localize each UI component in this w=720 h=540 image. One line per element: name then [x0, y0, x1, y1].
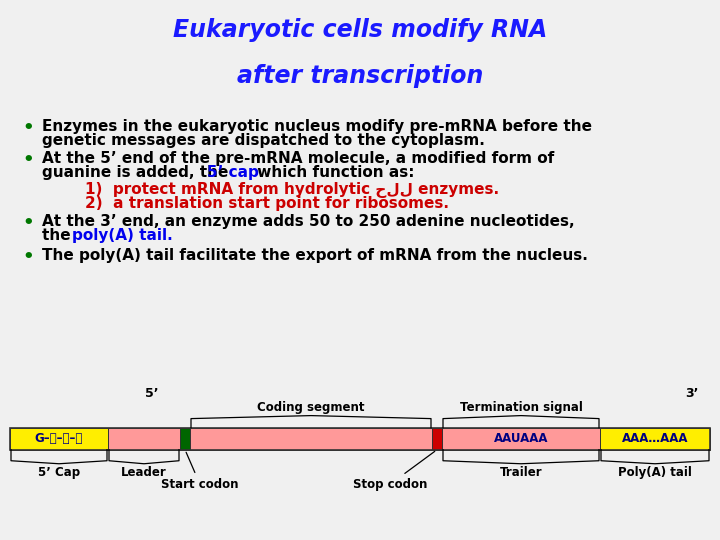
- Text: 5’: 5’: [145, 387, 158, 400]
- Text: Stop codon: Stop codon: [353, 451, 435, 491]
- Text: the: the: [42, 227, 76, 242]
- Text: after transcription: after transcription: [237, 64, 483, 87]
- Text: Coding segment: Coding segment: [257, 401, 365, 414]
- Bar: [108, 428, 180, 450]
- Text: Start codon: Start codon: [161, 453, 239, 491]
- Text: •: •: [22, 151, 34, 170]
- Text: Eukaryotic cells modify RNA: Eukaryotic cells modify RNA: [173, 18, 547, 42]
- Text: Termination signal: Termination signal: [459, 401, 582, 414]
- Text: 3’: 3’: [685, 387, 698, 400]
- Text: Trailer: Trailer: [500, 466, 542, 479]
- Bar: [10, 428, 108, 450]
- Text: genetic messages are dispatched to the cytoplasm.: genetic messages are dispatched to the c…: [42, 133, 485, 148]
- Text: G–Ⓟ–Ⓟ–Ⓟ: G–Ⓟ–Ⓟ–Ⓟ: [35, 432, 84, 445]
- Text: 1)  protect mRNA from hydrolytic حلل enzymes.: 1) protect mRNA from hydrolytic حلل enzy…: [85, 181, 499, 198]
- Text: 2)  a translation start point for ribosomes.: 2) a translation start point for ribosom…: [85, 195, 449, 211]
- Text: poly(A) tail.: poly(A) tail.: [72, 227, 173, 242]
- Bar: [190, 428, 432, 450]
- Text: 5’ cap: 5’ cap: [207, 165, 259, 180]
- Bar: [600, 428, 710, 450]
- Text: •: •: [22, 119, 34, 137]
- Text: AAUAAA: AAUAAA: [494, 432, 548, 445]
- Text: The poly(A) tail facilitate the export of mRNA from the nucleus.: The poly(A) tail facilitate the export o…: [42, 248, 588, 262]
- Bar: [442, 428, 600, 450]
- Text: Poly(A) tail: Poly(A) tail: [618, 466, 692, 479]
- Text: guanine is added, the: guanine is added, the: [42, 165, 233, 180]
- Text: 5’ Cap: 5’ Cap: [38, 466, 80, 479]
- Text: At the 3’ end, an enzyme adds 50 to 250 adenine nucleotides,: At the 3’ end, an enzyme adds 50 to 250 …: [42, 213, 575, 228]
- Text: Enzymes in the eukaryotic nucleus modify pre-mRNA before the: Enzymes in the eukaryotic nucleus modify…: [42, 119, 592, 134]
- Text: At the 5’ end of the pre-mRNA molecule, a modified form of: At the 5’ end of the pre-mRNA molecule, …: [42, 151, 554, 166]
- Text: Leader: Leader: [121, 466, 167, 479]
- Bar: [180, 428, 190, 450]
- Bar: [10, 428, 710, 450]
- Bar: [432, 428, 442, 450]
- Text: •: •: [22, 213, 34, 232]
- Text: •: •: [22, 248, 34, 266]
- Text: which function as:: which function as:: [252, 165, 415, 180]
- Text: AAA…AAA: AAA…AAA: [622, 432, 688, 445]
